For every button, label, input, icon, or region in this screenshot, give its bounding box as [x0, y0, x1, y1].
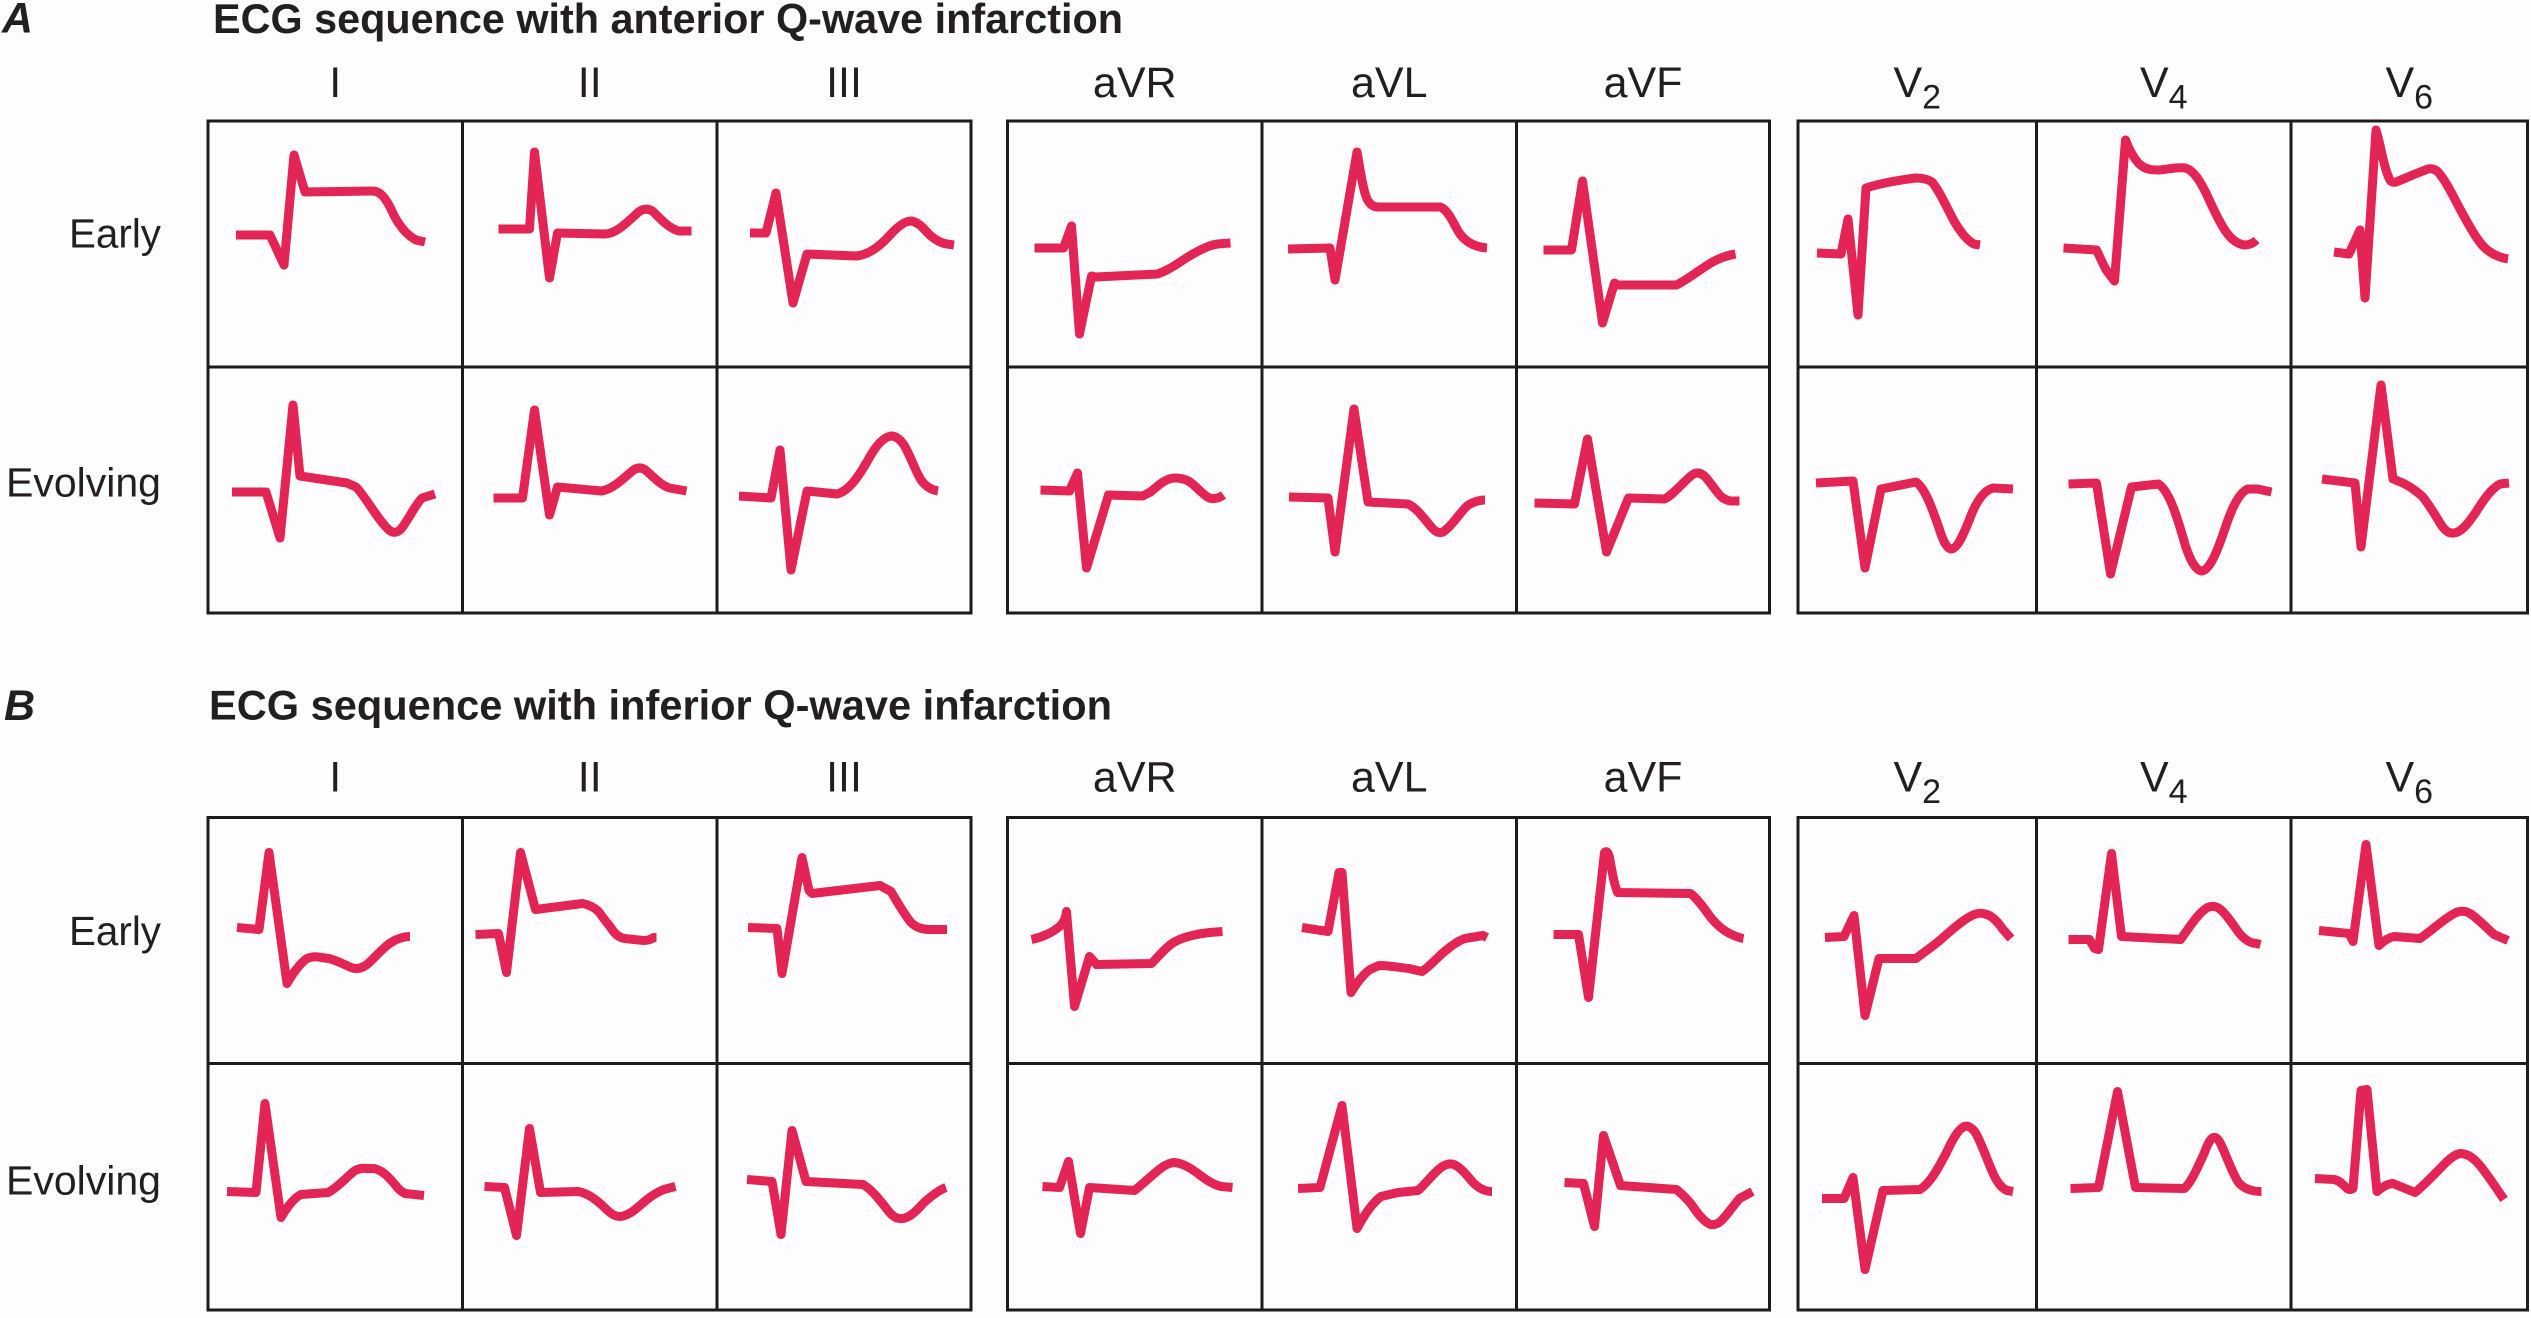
svg-text:B: B: [4, 682, 35, 730]
svg-text:II: II: [578, 754, 602, 802]
svg-text:aVF: aVF: [1604, 59, 1683, 107]
svg-text:V4: V4: [2140, 754, 2188, 812]
svg-text:V4: V4: [2140, 59, 2188, 117]
svg-text:II: II: [578, 59, 602, 107]
svg-text:ECG sequence with anterior Q-w: ECG sequence with anterior Q-wave infarc…: [213, 0, 1123, 42]
svg-text:III: III: [826, 754, 862, 802]
svg-text:aVR: aVR: [1093, 59, 1177, 107]
svg-text:V6: V6: [2385, 59, 2433, 117]
svg-text:Evolving: Evolving: [6, 460, 161, 506]
svg-text:aVF: aVF: [1604, 754, 1683, 802]
svg-text:ECG sequence with inferior Q-w: ECG sequence with inferior Q-wave infarc…: [209, 682, 1112, 729]
svg-text:I: I: [329, 754, 341, 802]
svg-text:Early: Early: [69, 211, 161, 257]
svg-text:A: A: [1, 0, 33, 43]
svg-text:aVR: aVR: [1093, 754, 1177, 802]
svg-text:Early: Early: [69, 908, 161, 954]
svg-text:III: III: [826, 59, 862, 107]
svg-text:Evolving: Evolving: [6, 1158, 161, 1204]
svg-text:I: I: [329, 59, 341, 107]
svg-text:aVL: aVL: [1351, 754, 1428, 802]
svg-text:aVL: aVL: [1351, 59, 1428, 107]
